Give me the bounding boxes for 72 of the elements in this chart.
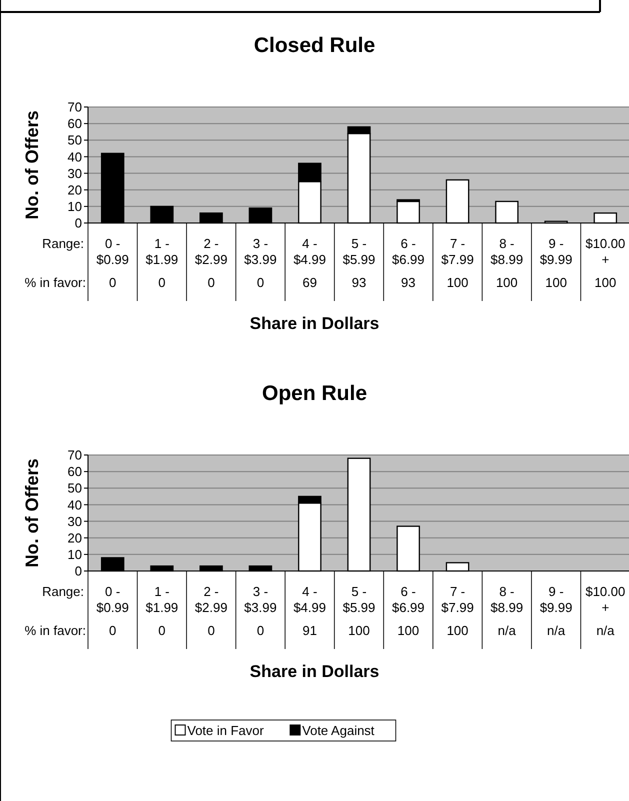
y-axis-title: No. of Offers — [22, 110, 42, 220]
x-tick-label: $10.00 + — [585, 236, 626, 267]
x-tick-label: 1 - $1.99 — [146, 236, 178, 267]
x-tick-label: 0 - $0.99 — [96, 236, 129, 267]
y-tick-label: 0 — [74, 564, 82, 579]
x-tick-label: 6 - $6.99 — [392, 236, 425, 267]
x-tick-label: 4 - $4.99 — [293, 584, 326, 615]
text: 100 — [594, 275, 616, 290]
x-tick-label: 9 - $9.99 — [540, 584, 572, 615]
text: 0 — [256, 275, 264, 290]
text: 0 — [109, 275, 116, 290]
y-tick-label: 50 — [68, 480, 82, 496]
x-tick-label: 2 - $2.99 — [194, 236, 228, 267]
x-tick-label: 8 - $8.99 — [490, 584, 524, 615]
y-tick-label: 70 — [68, 100, 82, 115]
text: n/a — [596, 623, 616, 638]
text: 0 — [109, 623, 116, 638]
text: Range: — [42, 584, 84, 599]
x-tick-label: 2 - $2.99 — [194, 584, 228, 615]
y-tick-label: 0 — [74, 216, 82, 231]
x-tick-label: 5 - $5.99 — [342, 584, 376, 615]
y-tick-label: 70 — [68, 448, 82, 463]
text: 0 — [208, 623, 215, 638]
text: 100 — [348, 623, 370, 638]
y-tick-label: 60 — [68, 116, 82, 132]
text: 0 — [158, 623, 166, 638]
text: 0 — [158, 275, 166, 290]
y-tick-label: 10 — [68, 546, 82, 562]
text: 93 — [401, 275, 416, 290]
x-tick-label: 5 - $5.99 — [342, 236, 376, 267]
text: 100 — [397, 623, 420, 638]
text: 0 — [208, 275, 215, 290]
x-tick-label: 7 - $7.99 — [441, 236, 474, 267]
x-tick-label: 9 - $9.99 — [540, 236, 572, 267]
x-tick-label: 0 - $0.99 — [96, 584, 129, 615]
x-tick-label: 7 - $7.99 — [441, 584, 474, 615]
text: 91 — [302, 623, 317, 638]
x-axis-title: Share in Dollars — [250, 662, 380, 681]
text: % in favor: — [24, 275, 86, 290]
text: n/a — [547, 623, 566, 638]
x-tick-label: 8 - $8.99 — [490, 236, 524, 267]
text: Range: — [42, 236, 84, 251]
x-tick-label: 3 - $3.99 — [244, 584, 277, 615]
text: % in favor: — [24, 623, 86, 638]
y-tick-label: 40 — [68, 497, 82, 512]
y-tick-label: 20 — [68, 182, 82, 198]
y-tick-label: 20 — [68, 530, 82, 546]
y-tick-label: 50 — [68, 132, 82, 148]
x-tick-label: 1 - $1.99 — [146, 584, 178, 615]
text: 100 — [446, 623, 468, 638]
y-tick-label: 60 — [68, 464, 82, 480]
chart-title: Open Rule — [262, 382, 368, 405]
chart-title: Closed Rule — [254, 34, 376, 57]
text: n/a — [498, 623, 517, 638]
x-axis-title: Share in Dollars — [250, 314, 380, 333]
text: 100 — [446, 275, 468, 290]
y-axis-title: No. of Offers — [22, 458, 42, 568]
y-tick-label: 30 — [68, 514, 82, 529]
legend-label: Vote Against — [302, 723, 375, 738]
text: 0 — [256, 623, 264, 638]
text: 93 — [352, 275, 366, 290]
text: 69 — [302, 275, 317, 290]
x-tick-label: 3 - $3.99 — [244, 236, 277, 267]
legend-label: Vote in Favor — [187, 723, 265, 738]
x-tick-label: 6 - $6.99 — [392, 584, 425, 615]
x-tick-label: 4 - $4.99 — [293, 236, 326, 267]
text: 100 — [496, 275, 518, 290]
x-tick-label: $10.00 + — [585, 584, 626, 615]
y-tick-label: 30 — [68, 166, 82, 181]
y-tick-label: 10 — [68, 198, 82, 214]
text: 100 — [545, 275, 567, 290]
y-tick-label: 40 — [68, 149, 82, 164]
